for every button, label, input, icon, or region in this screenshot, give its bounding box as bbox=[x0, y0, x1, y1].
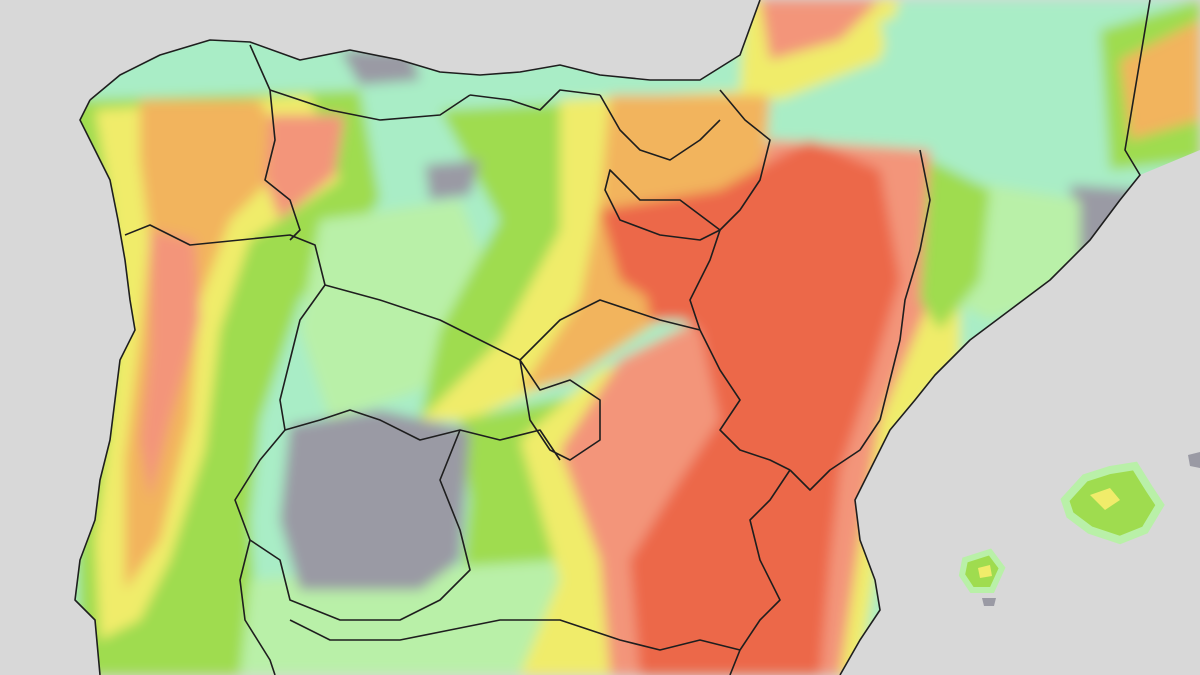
band-salmon-galicia bbox=[265, 115, 345, 220]
band-pale-green-meseta bbox=[300, 200, 500, 420]
border-rioja bbox=[604, 169, 721, 241]
border-madrid bbox=[519, 359, 601, 461]
band-lime-catalonia bbox=[920, 160, 990, 330]
band-orange-west bbox=[125, 100, 290, 590]
band-dry-extremadura bbox=[280, 410, 470, 590]
coastline bbox=[74, 0, 1151, 675]
mallorca-center bbox=[1090, 488, 1120, 510]
border-valencia bbox=[789, 419, 881, 491]
band-mint-france bbox=[880, 10, 1090, 170]
border-aragon-catalonia bbox=[879, 149, 931, 421]
border-basque bbox=[599, 94, 721, 161]
band-dry-leon bbox=[425, 160, 480, 200]
band-salmon-portugal bbox=[140, 230, 200, 500]
ibiza-center bbox=[978, 565, 992, 578]
formentera bbox=[982, 598, 996, 606]
border-castilla-la-mancha-east bbox=[729, 469, 791, 675]
border-aragon-west bbox=[689, 229, 791, 471]
balearic-islands bbox=[958, 452, 1200, 606]
border-extremadura bbox=[249, 409, 561, 621]
band-salmon-france bbox=[760, 0, 880, 60]
border-andalusia bbox=[289, 619, 741, 651]
band-orange-france-east bbox=[1120, 20, 1200, 140]
border-portugal-spain bbox=[124, 224, 326, 675]
menorca bbox=[1188, 452, 1200, 468]
border-navarra bbox=[719, 89, 771, 231]
border-asturias-leon bbox=[269, 89, 471, 121]
border-cantabria bbox=[469, 89, 601, 111]
band-red-pyrenees-south bbox=[640, 250, 710, 320]
region-borders bbox=[74, 0, 1151, 675]
